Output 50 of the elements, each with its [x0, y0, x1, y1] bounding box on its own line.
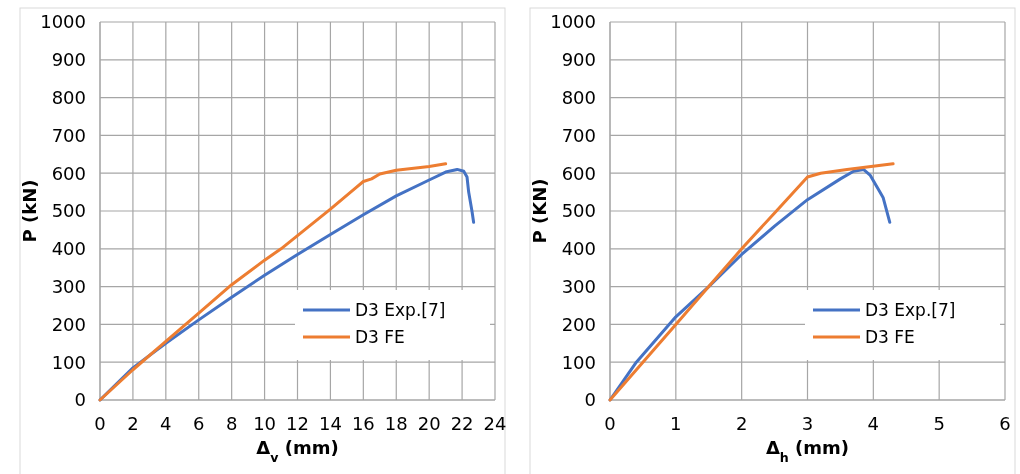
y-tick-label: 0 [584, 389, 596, 411]
y-tick-label: 700 [561, 124, 596, 146]
x-tick-label: 2 [127, 413, 139, 434]
legend-label: D3 FE [865, 326, 915, 347]
x-tick-label: 14 [318, 413, 342, 434]
y-tick-label: 600 [561, 162, 596, 184]
y-tick-label: 300 [51, 275, 86, 297]
legend-label: D3 FE [355, 326, 405, 347]
y-tick-label: 500 [51, 200, 86, 222]
y-tick-label: 900 [561, 49, 596, 71]
x-tick-label: 12 [286, 413, 309, 434]
x-tick-label: 10 [253, 413, 277, 434]
y-tick-label: 400 [51, 238, 86, 260]
y-tick-label: 300 [561, 275, 596, 297]
y-tick-label: 800 [51, 86, 86, 108]
y-axis-title: P (KN) [529, 178, 550, 244]
y-tick-label: 700 [51, 124, 86, 146]
legend-label: D3 Exp.[7] [355, 299, 446, 320]
y-tick-label: 400 [561, 238, 596, 260]
x-tick-label: 1 [670, 413, 682, 434]
x-tick-label: 0 [94, 413, 106, 434]
x-tick-label: 20 [417, 413, 441, 434]
x-tick-label: 0 [604, 413, 616, 434]
x-tick-label: 8 [225, 413, 238, 434]
y-tick-label: 1000 [550, 11, 596, 33]
x-tick-label: 4 [867, 413, 880, 434]
x-tick-label: 4 [160, 413, 172, 434]
x-axis-title: Δ$_{h}$ (mm) [765, 437, 850, 465]
y-tick-label: 1000 [40, 11, 86, 33]
y-tick-label: 100 [51, 351, 86, 373]
y-tick-label: 800 [561, 86, 596, 108]
y-tick-label: 100 [561, 351, 596, 373]
legend-label: D3 Exp.[7] [865, 299, 956, 320]
x-tick-label: 6 [999, 413, 1011, 434]
y-tick-label: 900 [51, 49, 86, 71]
x-tick-label: 3 [801, 413, 814, 434]
x-tick-label: 24 [483, 413, 507, 434]
x-tick-label: 18 [384, 413, 408, 434]
x-axis-title: Δ$_{v}$ (mm) [256, 437, 339, 465]
y-tick-label: 600 [51, 162, 86, 184]
x-tick-label: 2 [735, 413, 748, 434]
x-tick-label: 16 [351, 413, 375, 434]
x-tick-label: 22 [450, 413, 474, 434]
y-tick-label: 200 [561, 313, 596, 335]
y-tick-label: 500 [561, 200, 596, 222]
x-tick-label: 5 [933, 413, 945, 434]
y-tick-label: 200 [51, 313, 86, 335]
y-tick-label: 0 [74, 389, 86, 411]
x-tick-label: 6 [193, 413, 205, 434]
y-axis-title: P (kN) [19, 179, 40, 243]
